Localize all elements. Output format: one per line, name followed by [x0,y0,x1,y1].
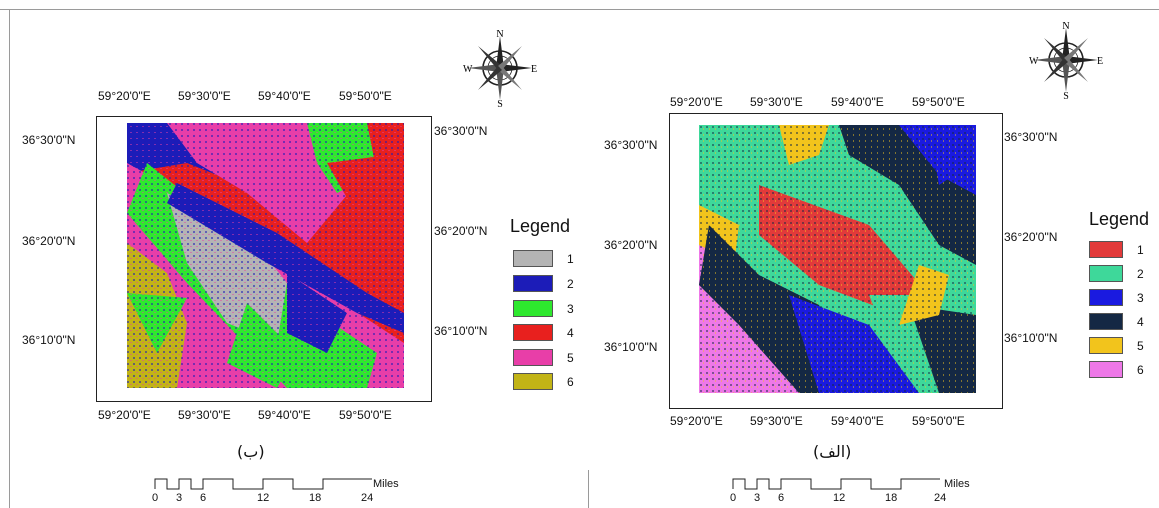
left-legend-item-5: 5 [513,349,574,366]
right-scale-label-18: 18 [885,492,898,504]
left-compass-e: E [531,64,537,75]
right-scale-label-24: 24 [934,492,947,504]
right-scale-label-3: 3 [754,492,761,504]
left-scale-label-0: 0 [152,492,159,504]
left-lat-tick-right-1: 36°30'0"N [434,124,488,138]
right-panel-caption: (الف) [813,442,852,461]
left-scale-label-6: 6 [200,492,207,504]
right-lon-tick-top-4: 59°50'0"E [912,95,965,109]
left-compass-w: W [463,64,473,75]
left-scale-bar [154,478,372,490]
right-lat-tick-left-1: 36°30'0"N [604,138,658,152]
right-legend-item-4: 4 [1089,313,1144,330]
left-compass-s: S [497,99,503,108]
right-legend-swatch-4 [1089,313,1123,330]
right-compass-n: N [1062,21,1069,32]
left-legend-label-3: 3 [567,301,574,316]
right-legend-item-2: 2 [1089,265,1144,282]
right-scale-label-0: 0 [730,492,737,504]
right-scale-label-6: 6 [778,492,785,504]
left-scale-label-24: 24 [361,492,374,504]
left-lon-tick-bottom-4: 59°50'0"E [339,408,392,422]
left-legend-label-6: 6 [567,374,574,389]
left-lon-tick-top-3: 59°40'0"E [258,89,311,103]
right-legend-swatch-2 [1089,265,1123,282]
left-lat-tick-left-1: 36°30'0"N [22,133,76,147]
right-lon-tick-top-1: 59°20'0"E [670,95,723,109]
left-lon-tick-bottom-1: 59°20'0"E [98,408,151,422]
left-legend-swatch-3 [513,300,553,317]
left-legend-title: Legend [510,216,571,236]
left-compass-n: N [496,29,503,40]
right-lat-tick-left-2: 36°20'0"N [604,238,658,252]
left-legend-label-4: 4 [567,325,574,340]
left-lon-tick-bottom-3: 59°40'0"E [258,408,311,422]
right-legend-swatch-5 [1089,337,1123,354]
right-legend-label-5: 5 [1137,338,1144,353]
right-compass-e: E [1097,56,1103,67]
left-lon-tick-top-4: 59°50'0"E [339,89,392,103]
right-scale-unit: Miles [944,478,970,490]
left-scale-label-12: 12 [257,492,270,504]
right-legend-item-1: 1 [1089,241,1144,258]
left-legend-swatch-6 [513,373,553,390]
left-compass-rose-icon: N S W E [463,29,537,108]
right-legend-label-1: 1 [1137,242,1144,257]
left-legend-item-6: 6 [513,373,574,390]
right-legend-swatch-1 [1089,241,1123,258]
right-legend-title: Legend [1089,209,1150,229]
right-legend-label-6: 6 [1137,362,1144,377]
left-legend-item-1: 1 [513,250,574,267]
sheet-border-top [0,9,1159,10]
right-scale-label-12: 12 [833,492,846,504]
right-lon-tick-bottom-3: 59°40'0"E [831,414,884,428]
left-lon-tick-bottom-2: 59°30'0"E [178,408,231,422]
left-panel-caption: (ب) [237,442,265,461]
right-lat-tick-right-1: 36°30'0"N [1004,130,1058,144]
right-lon-tick-top-2: 59°30'0"E [750,95,803,109]
sheet-divider [588,470,589,508]
right-legend-item-3: 3 [1089,289,1144,306]
right-legend-label-4: 4 [1137,314,1144,329]
left-lat-tick-left-2: 36°20'0"N [22,234,76,248]
right-compass-rose-icon: N S W E [1029,21,1103,100]
left-legend-item-2: 2 [513,275,574,292]
right-legend-item-5: 5 [1089,337,1144,354]
right-map-raster [699,125,976,393]
right-compass-w: W [1029,56,1039,67]
left-lat-tick-right-2: 36°20'0"N [434,224,488,238]
right-compass-s: S [1063,91,1069,100]
left-scale-label-3: 3 [176,492,183,504]
right-legend-item-6: 6 [1089,361,1144,378]
right-legend-label-2: 2 [1137,266,1144,281]
left-lat-tick-right-3: 36°10'0"N [434,324,488,338]
left-map-raster [127,123,404,388]
right-scale-bar [732,478,940,490]
right-legend-swatch-3 [1089,289,1123,306]
right-lat-tick-right-3: 36°10'0"N [1004,331,1058,345]
right-lat-tick-left-3: 36°10'0"N [604,340,658,354]
left-legend-swatch-4 [513,324,553,341]
left-scale-unit: Miles [373,478,399,490]
left-scale-label-18: 18 [309,492,322,504]
right-lon-tick-bottom-1: 59°20'0"E [670,414,723,428]
right-legend-label-3: 3 [1137,290,1144,305]
left-legend-swatch-5 [513,349,553,366]
left-lon-tick-top-2: 59°30'0"E [178,89,231,103]
sheet-border-left [9,9,10,508]
left-legend-item-4: 4 [513,324,574,341]
left-lat-tick-left-3: 36°10'0"N [22,333,76,347]
left-legend-swatch-1 [513,250,553,267]
left-lon-tick-top-1: 59°20'0"E [98,89,151,103]
left-legend-label-2: 2 [567,276,574,291]
right-lat-tick-right-2: 36°20'0"N [1004,230,1058,244]
right-lon-tick-top-3: 59°40'0"E [831,95,884,109]
left-legend-swatch-2 [513,275,553,292]
left-legend-label-1: 1 [567,251,574,266]
right-legend-swatch-6 [1089,361,1123,378]
right-lon-tick-bottom-4: 59°50'0"E [912,414,965,428]
left-legend-item-3: 3 [513,300,574,317]
right-lon-tick-bottom-2: 59°30'0"E [750,414,803,428]
left-legend-label-5: 5 [567,350,574,365]
